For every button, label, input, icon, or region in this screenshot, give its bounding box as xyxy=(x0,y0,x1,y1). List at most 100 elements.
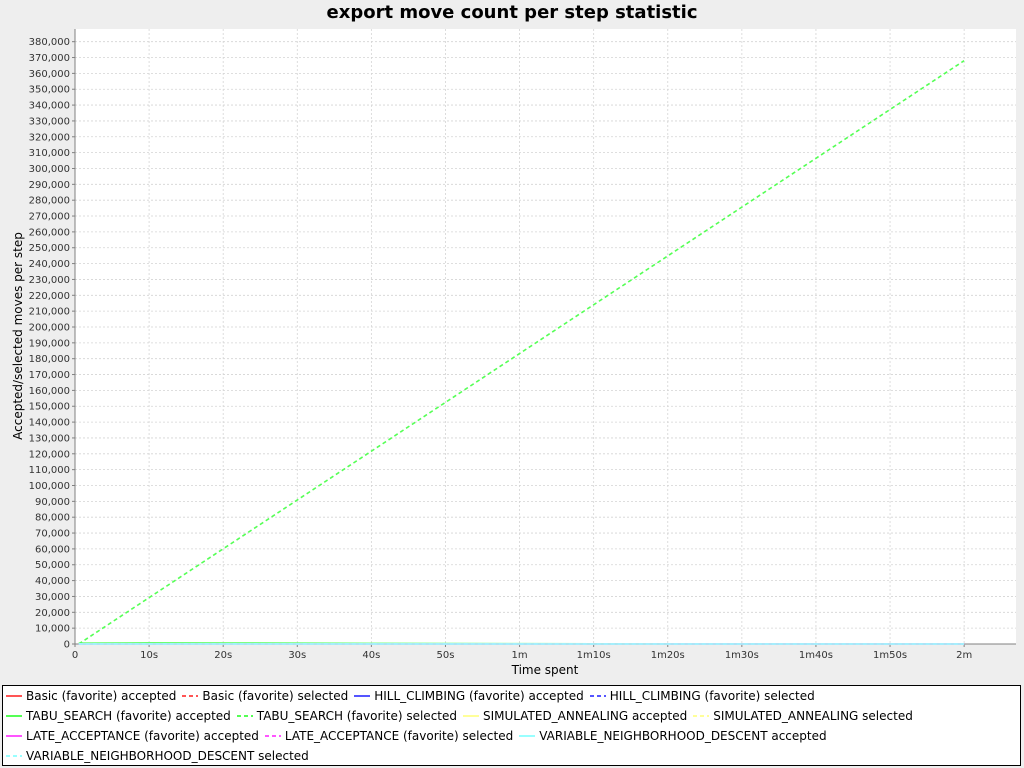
y-tick-label: 40,000 xyxy=(35,576,70,587)
y-tick-label: 360,000 xyxy=(29,69,70,80)
y-tick-label: 70,000 xyxy=(35,529,70,540)
legend-swatch xyxy=(463,715,479,717)
legend-label: LATE_ACCEPTANCE (favorite) accepted xyxy=(26,729,259,743)
legend-item: TABU_SEARCH (favorite) selected xyxy=(236,709,457,723)
y-tick-label: 330,000 xyxy=(29,116,70,127)
legend-swatch xyxy=(6,735,22,737)
legend-label: Basic (favorite) selected xyxy=(202,689,349,703)
legend-swatch xyxy=(6,755,22,757)
y-tick-label: 310,000 xyxy=(29,148,70,159)
y-tick-label: 180,000 xyxy=(29,354,70,365)
x-tick-label: 1m20s xyxy=(651,650,685,661)
legend-swatch xyxy=(6,715,22,717)
legend-item: SIMULATED_ANNEALING accepted xyxy=(463,709,687,723)
y-tick-label: 200,000 xyxy=(29,322,70,333)
x-tick-label: 10s xyxy=(140,650,158,661)
y-tick-label: 120,000 xyxy=(29,449,70,460)
legend-item: SIMULATED_ANNEALING selected xyxy=(693,709,913,723)
legend-label: SIMULATED_ANNEALING selected xyxy=(713,709,913,723)
y-tick-label: 150,000 xyxy=(29,402,70,413)
y-tick-label: 80,000 xyxy=(35,513,70,524)
legend-item: VARIABLE_NEIGHBORHOOD_DESCENT accepted xyxy=(519,729,827,743)
y-tick-label: 170,000 xyxy=(29,370,70,381)
y-tick-label: 260,000 xyxy=(29,227,70,238)
legend-swatch xyxy=(589,695,606,697)
y-tick-label: 160,000 xyxy=(29,386,70,397)
x-tick-label: 50s xyxy=(437,650,455,661)
y-tick-label: 380,000 xyxy=(29,37,70,48)
legend-item: Basic (favorite) selected xyxy=(182,689,348,703)
y-tick-label: 320,000 xyxy=(29,132,70,143)
y-tick-label: 350,000 xyxy=(29,85,70,96)
legend-item: VARIABLE_NEIGHBORHOOD_DESCENT selected xyxy=(6,749,309,763)
y-tick-label: 10,000 xyxy=(35,624,70,635)
y-tick-label: 250,000 xyxy=(29,243,70,254)
legend-label: HILL_CLIMBING (favorite) accepted xyxy=(374,689,584,703)
y-tick-label: 300,000 xyxy=(29,164,70,175)
legend-label: HILL_CLIMBING (favorite) selected xyxy=(609,689,815,703)
x-tick-label: 2m xyxy=(956,650,972,661)
series-line-5 xyxy=(78,60,965,645)
legend-row: TABU_SEARCH (favorite) accepted TABU_SEAR… xyxy=(6,707,919,725)
chart-title: export move count per step statistic xyxy=(327,2,698,23)
legend-swatch xyxy=(182,695,199,697)
legend-item: LATE_ACCEPTANCE (favorite) selected xyxy=(264,729,514,743)
plot-area xyxy=(75,29,1016,644)
y-tick-label: 220,000 xyxy=(29,291,70,302)
y-tick-label: 130,000 xyxy=(29,433,70,444)
legend-item: Basic (favorite) accepted xyxy=(6,689,176,703)
legend-label: Basic (favorite) accepted xyxy=(26,689,177,703)
x-tick-label: 1m30s xyxy=(725,650,759,661)
x-axis-label: Time spent xyxy=(511,663,579,677)
legend-swatch xyxy=(693,715,710,717)
legend-label: LATE_ACCEPTANCE (favorite) selected xyxy=(284,729,514,743)
grid xyxy=(74,29,1016,645)
y-tick-label: 240,000 xyxy=(29,259,70,270)
legend-row: Basic (favorite) accepted Basic (favorite… xyxy=(6,687,821,705)
y-tick-label: 30,000 xyxy=(35,592,70,603)
x-tick-label: 30s xyxy=(288,650,306,661)
x-tick-label: 20s xyxy=(214,650,232,661)
legend: Basic (favorite) accepted Basic (favorite… xyxy=(2,685,1021,766)
chart-svg: export move count per step statistic 0 10… xyxy=(11,2,1016,677)
y-tick-label: 370,000 xyxy=(29,53,70,64)
legend-label: VARIABLE_NEIGHBORHOOD_DESCENT selected xyxy=(26,749,309,763)
x-tick-label: 0 xyxy=(72,650,78,661)
legend-label: VARIABLE_NEIGHBORHOOD_DESCENT accepted xyxy=(539,729,827,743)
x-tick-label: 1m50s xyxy=(873,650,907,661)
y-tick-label: 90,000 xyxy=(35,497,70,508)
series-lines xyxy=(78,60,965,645)
legend-swatch xyxy=(6,695,22,697)
x-tick-label: 1m xyxy=(512,650,528,661)
y-tick-label: 230,000 xyxy=(29,275,70,286)
y-tick-label: 190,000 xyxy=(29,338,70,349)
y-tick-label: 340,000 xyxy=(29,101,70,112)
y-tick-label: 210,000 xyxy=(29,307,70,318)
legend-item: LATE_ACCEPTANCE (favorite) accepted xyxy=(6,729,259,743)
y-tick-label: 50,000 xyxy=(35,560,70,571)
y-tick-label: 140,000 xyxy=(29,418,70,429)
x-tick-label: 1m10s xyxy=(577,650,611,661)
legend-row: VARIABLE_NEIGHBORHOOD_DESCENT selected xyxy=(6,747,315,765)
x-tick-label: 40s xyxy=(362,650,380,661)
y-tick-label: 280,000 xyxy=(29,196,70,207)
legend-item: HILL_CLIMBING (favorite) selected xyxy=(589,689,815,703)
legend-label: TABU_SEARCH (favorite) selected xyxy=(256,709,457,723)
x-tick-label: 1m40s xyxy=(799,650,833,661)
y-tick-label: 270,000 xyxy=(29,212,70,223)
y-tick-label: 0 xyxy=(64,640,70,651)
legend-swatch xyxy=(236,715,253,717)
legend-row: LATE_ACCEPTANCE (favorite) accepted LATE_… xyxy=(6,727,833,745)
y-tick-label: 60,000 xyxy=(35,544,70,555)
y-tick-label: 110,000 xyxy=(29,465,70,476)
y-tick-label: 100,000 xyxy=(29,481,70,492)
legend-item: TABU_SEARCH (favorite) accepted xyxy=(6,709,231,723)
legend-swatch xyxy=(354,695,371,697)
legend-swatch xyxy=(519,735,536,737)
legend-label: TABU_SEARCH (favorite) accepted xyxy=(26,709,231,723)
legend-item: HILL_CLIMBING (favorite) accepted xyxy=(354,689,584,703)
y-tick-label: 20,000 xyxy=(35,608,70,619)
y-axis-label: Accepted/selected moves per step xyxy=(11,232,25,440)
legend-label: SIMULATED_ANNEALING accepted xyxy=(483,709,688,723)
